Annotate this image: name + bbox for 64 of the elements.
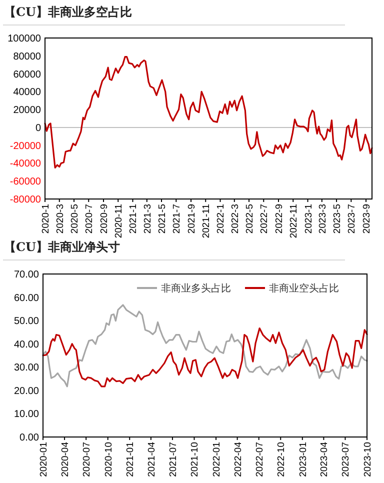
chart-title: 【CU】非商业净头寸 bbox=[4, 240, 120, 254]
x-tick-label: 2022-04 bbox=[232, 442, 244, 477]
x-tick-label: 2021-07 bbox=[168, 442, 179, 477]
x-tick-label: 2021-10 bbox=[190, 442, 201, 477]
line-series bbox=[42, 304, 368, 388]
y-tick-label: 10.00 bbox=[14, 409, 40, 420]
x-tick-label: 2020-7 bbox=[84, 204, 96, 234]
y-tick-label: 0 bbox=[35, 122, 42, 134]
legend-label: 非商业多头占比 bbox=[161, 282, 231, 294]
x-tick-label: 2020-9 bbox=[98, 204, 110, 234]
x-tick-label: 2023-5 bbox=[332, 204, 344, 234]
x-tick-label: 2021-7 bbox=[172, 204, 183, 234]
x-tick-label: 2021-11 bbox=[201, 204, 212, 238]
x-tick-label: 2021-5 bbox=[157, 204, 168, 234]
x-tick-label: 2022-11 bbox=[288, 204, 300, 238]
y-tick-label: -60000 bbox=[10, 176, 42, 188]
y-tick-label: 0.00 bbox=[20, 432, 40, 444]
legend-label: 非商业空头占比 bbox=[269, 282, 339, 294]
x-tick-label: 2022-07 bbox=[254, 442, 266, 477]
x-tick-label: 2023-7 bbox=[346, 204, 358, 234]
x-tick-label: 2022-5 bbox=[244, 204, 256, 234]
x-tick-label: 2020-07 bbox=[82, 442, 93, 477]
x-tick-label: 2021-01 bbox=[125, 442, 136, 477]
x-tick-label: 2022-10 bbox=[276, 442, 288, 477]
x-tick-label: 2023-1 bbox=[303, 204, 314, 234]
x-tick-label: 2021-1 bbox=[128, 204, 140, 234]
y-tick-label: -20000 bbox=[10, 140, 42, 152]
x-tick-label: 2023-04 bbox=[319, 442, 330, 477]
y-tick-label: 70.00 bbox=[14, 270, 40, 280]
x-tick-label: 2023-3 bbox=[317, 204, 328, 234]
y-tick-label: 20.00 bbox=[14, 386, 40, 397]
x-tick-label: 2021-04 bbox=[146, 442, 158, 477]
x-tick-label: 2020-1 bbox=[40, 204, 52, 234]
y-tick-label: 100000 bbox=[8, 34, 42, 44]
x-tick-label: 2023-07 bbox=[340, 442, 352, 477]
x-tick-label: 2022-9 bbox=[274, 204, 286, 234]
x-tick-label: 2022-7 bbox=[259, 204, 270, 234]
y-tick-label: 20000 bbox=[13, 105, 42, 116]
y-tick-label: 40.00 bbox=[14, 339, 40, 350]
x-tick-label: 2022-01 bbox=[212, 442, 223, 477]
x-tick-label: 2023-10 bbox=[362, 442, 374, 477]
x-tick-label: 2022-3 bbox=[230, 204, 241, 234]
x-tick-label: 2020-04 bbox=[60, 442, 72, 477]
y-tick-label: 30.00 bbox=[14, 362, 40, 374]
y-tick-label: 60.00 bbox=[14, 292, 40, 304]
x-tick-label: 2020-5 bbox=[70, 204, 81, 234]
x-tick-label: 2021-3 bbox=[142, 204, 154, 234]
x-tick-label: 2021-9 bbox=[186, 204, 198, 234]
y-tick-label: 50.00 bbox=[14, 316, 40, 328]
x-tick-label: 2020-3 bbox=[54, 204, 66, 234]
y-tick-label: 60000 bbox=[13, 69, 42, 80]
line-series bbox=[44, 56, 373, 168]
y-tick-label: -80000 bbox=[10, 194, 42, 206]
x-tick-label: 2020-11 bbox=[114, 204, 125, 238]
x-tick-label: 2023-01 bbox=[298, 442, 309, 477]
x-tick-label: 2020-01 bbox=[38, 442, 50, 477]
y-tick-label: 40000 bbox=[13, 87, 42, 98]
y-tick-label: -40000 bbox=[10, 158, 42, 170]
line-series bbox=[42, 327, 368, 388]
y-tick-label: 80000 bbox=[13, 51, 42, 62]
x-tick-label: 2023-9 bbox=[362, 204, 373, 234]
x-tick-label: 2022-1 bbox=[216, 204, 227, 234]
chart-title: 【CU】非商业多空占比 bbox=[4, 5, 132, 19]
x-tick-label: 2020-10 bbox=[103, 442, 114, 477]
